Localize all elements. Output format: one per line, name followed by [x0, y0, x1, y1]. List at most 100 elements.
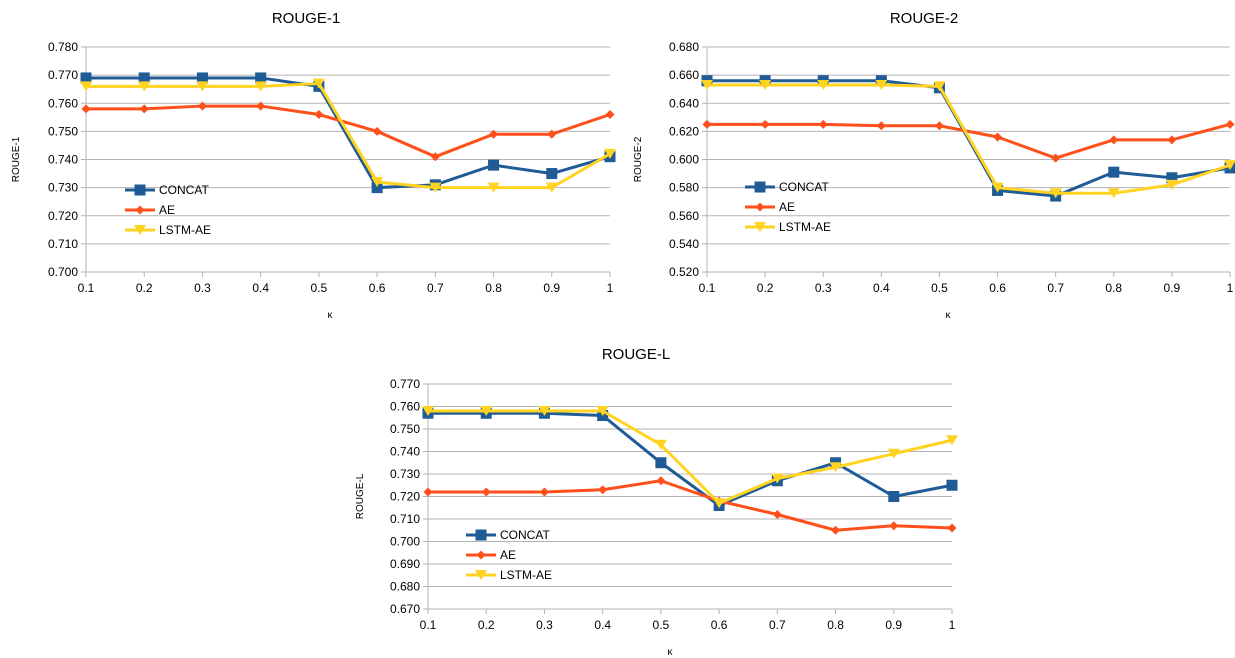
point-ae: [831, 525, 841, 535]
point-lstm-ae: [254, 81, 267, 92]
point-ae: [934, 121, 944, 131]
series-line-concat: [86, 76, 611, 190]
point-lstm-ae: [80, 81, 92, 92]
chart-1: ROUGE-1 0.700 0.710 0.720 0.730 0.740 0.750 0.7…: [11, 10, 616, 321]
y-tick-label: 0.640: [669, 96, 699, 110]
y-tick-label: 0.540: [669, 237, 699, 251]
point-ae: [993, 132, 1003, 142]
legend-marker-ae: [476, 550, 486, 560]
x-tick-label: 0.1: [420, 618, 437, 632]
legend-label-concat: CONCAT: [500, 528, 550, 542]
point-concat: [655, 457, 667, 469]
legend-marker-concat: [754, 181, 766, 193]
point-lstm-ae: [759, 79, 772, 90]
y-tick-label: 0.600: [669, 153, 699, 167]
point-concat: [138, 72, 150, 84]
y-tick-label: 0.740: [390, 445, 420, 459]
point-concat: [1166, 172, 1178, 184]
point-ae: [876, 121, 886, 131]
point-concat: [546, 168, 558, 180]
point-ae: [481, 487, 491, 497]
y-tick-label: 0.560: [669, 209, 699, 223]
y-tick-label: 0.770: [390, 377, 420, 391]
y-tick-label: 0.690: [390, 557, 420, 571]
x-tick-label: 0.3: [536, 618, 553, 632]
point-ae: [760, 119, 770, 129]
x-tick-label: 0.7: [769, 618, 786, 632]
y-tick-label: 0.760: [390, 400, 420, 414]
chart-title: ROUGE-2: [890, 10, 958, 27]
y-tick-label: 0.710: [390, 512, 420, 526]
point-lstm-ae: [933, 81, 946, 92]
legend-label-concat: CONCAT: [779, 180, 829, 194]
point-ae: [256, 101, 266, 111]
series-line-lstm-ae: [428, 409, 953, 505]
point-lstm-ae: [887, 448, 900, 459]
point-ae: [1051, 153, 1061, 163]
point-lstm-ae: [545, 182, 558, 193]
point-ae: [314, 110, 324, 119]
y-tick-label: 0.750: [48, 124, 78, 138]
point-ae: [197, 101, 207, 111]
x-tick-label: 0.1: [699, 281, 716, 295]
point-lstm-ae: [991, 182, 1004, 193]
series-line-ae: [86, 104, 611, 159]
point-lstm-ae: [371, 177, 384, 187]
point-ae: [1109, 135, 1119, 145]
point-lstm-ae: [829, 462, 842, 473]
y-tick-label: 0.680: [390, 580, 420, 594]
y-tick-label: 0.750: [390, 422, 420, 436]
series-line-lstm-ae: [86, 82, 611, 190]
y-tick-label: 0.780: [48, 40, 78, 54]
x-tick-label: 0.5: [653, 618, 670, 632]
legend-label-ae: AE: [500, 548, 516, 562]
legend-marker-lstm-ae: [754, 222, 766, 232]
point-ae: [547, 129, 557, 139]
x-axis-label: κ: [668, 647, 674, 658]
x-tick-label: 0.8: [827, 618, 844, 632]
point-lstm-ae: [1107, 188, 1120, 199]
point-lstm-ae: [1049, 188, 1062, 199]
point-ae: [1225, 119, 1235, 129]
y-tick-label: 0.730: [390, 467, 420, 481]
point-ae: [489, 129, 499, 139]
x-tick-label: 0.4: [252, 281, 269, 295]
point-lstm-ae: [538, 406, 551, 416]
x-tick-label: 0.2: [136, 281, 153, 295]
point-ae: [818, 119, 828, 129]
point-lstm-ae: [604, 148, 616, 159]
x-tick-label: 0.1: [78, 281, 95, 295]
point-concat: [1108, 166, 1120, 178]
point-ae: [1167, 135, 1177, 145]
x-tick-label: 1: [607, 281, 614, 295]
point-concat: [488, 159, 500, 171]
y-tick-label: 0.580: [669, 181, 699, 195]
x-tick-label: 0.3: [815, 281, 832, 295]
point-ae: [81, 104, 91, 114]
legend-marker-lstm-ae: [475, 570, 487, 580]
y-tick-label: 0.730: [48, 181, 78, 195]
x-tick-label: 0.2: [757, 281, 774, 295]
series-line-ae: [707, 122, 1231, 160]
chart-title: ROUGE-1: [272, 10, 340, 27]
legend-label-ae: AE: [779, 200, 795, 214]
point-concat: [255, 72, 267, 84]
x-tick-label: 0.6: [989, 281, 1006, 295]
x-tick-label: 1: [1227, 281, 1234, 295]
y-tick-label: 0.680: [669, 40, 699, 54]
legend-marker-ae: [755, 202, 765, 212]
x-tick-label: 0.9: [885, 618, 902, 632]
point-lstm-ae: [429, 182, 442, 193]
point-lstm-ae: [1224, 160, 1235, 171]
point-ae: [598, 485, 608, 495]
point-lstm-ae: [875, 79, 888, 90]
series-line-ae: [428, 479, 953, 532]
legend-label-concat: CONCAT: [159, 183, 209, 197]
point-ae: [772, 510, 782, 519]
y-tick-label: 0.700: [390, 535, 420, 549]
y-tick-label: 0.770: [48, 68, 78, 82]
point-concat: [888, 491, 900, 502]
point-lstm-ae: [1165, 179, 1178, 190]
x-tick-label: 0.9: [543, 281, 560, 295]
point-concat: [371, 182, 383, 194]
